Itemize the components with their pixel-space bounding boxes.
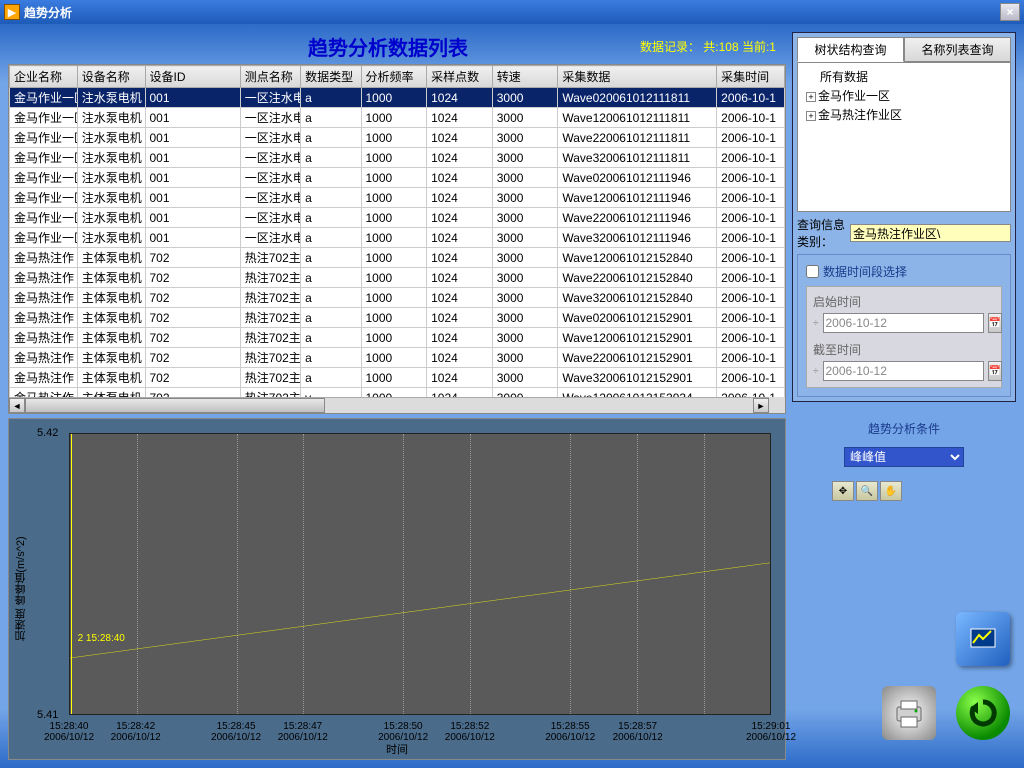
column-header[interactable]: 设备名称 (77, 66, 145, 88)
expand-icon[interactable]: + (806, 111, 816, 121)
date-range-label: 数据时间段选择 (823, 263, 907, 280)
expand-icon[interactable]: + (806, 92, 816, 102)
column-header[interactable]: 转速 (492, 66, 558, 88)
end-date-calendar-icon[interactable]: 📅 (988, 361, 1002, 381)
table-row[interactable]: 金马作业一区注水泵电机001一区注水电a100010243000Wave1200… (10, 108, 785, 128)
header-row: 趋势分析数据列表 数据记录： 共:108 当前:1 (8, 32, 786, 60)
date-range-panel: 数据时间段选择 启始时间 ÷ 📅 截至时间 ÷ 📅 (797, 254, 1011, 397)
chart-toolbar: ✥🔍✋ (832, 481, 1016, 501)
table-row[interactable]: 金马作业一区注水泵电机001一区注水电a100010243000Wave2200… (10, 208, 785, 228)
table-row[interactable]: 金马热注作主体泵电机702热注702主体a100010243000Wave220… (10, 268, 785, 288)
table-row[interactable]: 金马热注作主体泵电机702热注702主体a100010243000Wave020… (10, 308, 785, 328)
query-category-label: 查询信息类别： (797, 216, 846, 250)
date-range-checkbox[interactable] (806, 265, 819, 278)
trend-chart: 加速度 峰峰值(m/s^2) 2 15:28:40 时间 5.415.4215:… (8, 418, 786, 760)
column-header[interactable]: 企业名称 (10, 66, 78, 88)
column-header[interactable]: 采集时间 (717, 66, 785, 88)
column-header[interactable]: 设备ID (145, 66, 240, 88)
column-header[interactable]: 采样点数 (427, 66, 493, 88)
column-header[interactable]: 测点名称 (240, 66, 300, 88)
x-tick-label: 15:28:572006/10/12 (613, 721, 663, 743)
cursor-label: 2 15:28:40 (76, 633, 127, 644)
table-row[interactable]: 金马作业一区注水泵电机001一区注水电a100010243000Wave0200… (10, 88, 785, 108)
chart-plot-area[interactable]: 2 15:28:40 (69, 433, 771, 715)
chart-cursor[interactable] (71, 434, 72, 714)
x-tick-label: 15:28:472006/10/12 (278, 721, 328, 743)
tree-item[interactable]: 所有数据 (802, 67, 1006, 86)
table-row[interactable]: 金马热注作主体泵电机702热注702主体a100010243000Wave120… (10, 328, 785, 348)
x-tick-label: 15:29:012006/10/12 (746, 721, 796, 743)
close-button[interactable]: × (1000, 3, 1020, 21)
start-date-input[interactable] (823, 313, 984, 333)
tab-0[interactable]: 树状结构查询 (797, 37, 904, 62)
record-count: 数据记录： 共:108 当前:1 (640, 38, 776, 55)
tree-item[interactable]: +金马作业一区 (802, 86, 1006, 105)
table-row[interactable]: 金马热注作主体泵电机702热注702主体a100010243000Wave120… (10, 248, 785, 268)
query-tabs: 树状结构查询名称列表查询 (797, 37, 1011, 62)
x-tick-label: 15:28:402006/10/12 (44, 721, 94, 743)
end-date-label: 截至时间 (813, 341, 995, 358)
print-button[interactable] (882, 686, 936, 740)
table-row[interactable]: 金马作业一区注水泵电机001一区注水电a100010243000Wave3200… (10, 228, 785, 248)
chart-y-axis-label: 加速度 峰峰值(m/s^2) (13, 536, 29, 641)
x-tick-label: 15:28:552006/10/12 (545, 721, 595, 743)
start-date-label: 启始时间 (813, 293, 995, 310)
page-title: 趋势分析数据列表 (308, 32, 468, 61)
end-date-input[interactable] (823, 361, 984, 381)
column-header[interactable]: 数据类型 (301, 66, 361, 88)
table-row[interactable]: 金马热注作主体泵电机702热注702主体a100010243000Wave320… (10, 368, 785, 388)
table-row[interactable]: 金马热注作主体泵电机702热注702主体a100010243000Wave320… (10, 288, 785, 308)
data-table[interactable]: 企业名称设备名称设备ID测点名称数据类型分析频率采样点数转速采集数据采集时间 金… (9, 65, 785, 414)
scroll-thumb[interactable] (25, 398, 325, 413)
table-row[interactable]: 金马作业一区注水泵电机001一区注水电a100010243000Wave1200… (10, 188, 785, 208)
start-date-calendar-icon[interactable]: 📅 (988, 313, 1002, 333)
table-row[interactable]: 金马作业一区注水泵电机001一区注水电a100010243000Wave3200… (10, 148, 785, 168)
scroll-right-arrow[interactable]: ► (753, 398, 769, 413)
condition-select[interactable]: 峰峰值 (844, 447, 964, 467)
x-tick-label: 15:28:502006/10/12 (378, 721, 428, 743)
x-tick-label: 15:28:522006/10/12 (445, 721, 495, 743)
x-tick-label: 15:28:452006/10/12 (211, 721, 261, 743)
tree-view[interactable]: 所有数据+金马作业一区+金马热注作业区 (797, 62, 1011, 212)
tool-button-2[interactable]: ✋ (880, 481, 902, 501)
tool-button-1[interactable]: 🔍 (856, 481, 878, 501)
chart-x-axis-label: 时间 (386, 741, 408, 757)
horizontal-scrollbar[interactable]: ◄ ► (9, 397, 769, 413)
column-header[interactable]: 分析频率 (361, 66, 427, 88)
data-table-container: 企业名称设备名称设备ID测点名称数据类型分析频率采样点数转速采集数据采集时间 金… (8, 64, 786, 414)
condition-title: 趋势分析条件 (792, 420, 1016, 437)
query-category-input[interactable] (850, 224, 1011, 242)
table-row[interactable]: 金马作业一区注水泵电机001一区注水电a100010243000Wave2200… (10, 128, 785, 148)
scroll-left-arrow[interactable]: ◄ (9, 398, 25, 413)
tab-1[interactable]: 名称列表查询 (904, 37, 1011, 62)
x-tick-label: 15:28:422006/10/12 (111, 721, 161, 743)
tool-button-0[interactable]: ✥ (832, 481, 854, 501)
window-title: 趋势分析 (24, 4, 1000, 21)
table-row[interactable]: 金马作业一区注水泵电机001一区注水电a100010243000Wave0200… (10, 168, 785, 188)
app-icon: ▶ (4, 4, 20, 20)
table-row[interactable]: 金马热注作主体泵电机702热注702主体a100010243000Wave220… (10, 348, 785, 368)
analyze-button[interactable] (956, 612, 1010, 666)
refresh-button[interactable] (956, 686, 1010, 740)
column-header[interactable]: 采集数据 (558, 66, 717, 88)
tree-item[interactable]: +金马热注作业区 (802, 105, 1006, 124)
title-bar: ▶ 趋势分析 × (0, 0, 1024, 24)
